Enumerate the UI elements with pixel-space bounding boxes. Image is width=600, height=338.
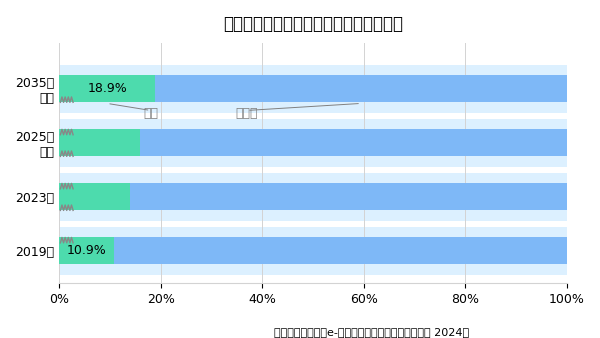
Text: 富士経済「通販・e-コマースビジネスの実態と今後 2024」: 富士経済「通販・e-コマースビジネスの実態と今後 2024」 [274,327,470,337]
Bar [115,237,567,264]
Text: 18.9%: 18.9% [87,82,127,95]
Bar [59,129,140,156]
Bar [59,184,130,211]
Bar [59,227,567,275]
Bar [59,65,567,113]
Text: その他: その他 [236,107,259,120]
Bar [59,237,115,264]
Bar [59,119,567,167]
Bar [140,129,567,156]
Text: 10.9%: 10.9% [67,244,107,258]
Bar [59,75,155,102]
Bar [59,173,567,221]
Bar [130,184,567,211]
Text: ＥＣ: ＥＣ [143,107,158,120]
Bar [155,75,567,102]
Title: 対象９分野の物販市場におけるＥＣ化率: 対象９分野の物販市場におけるＥＣ化率 [223,15,403,33]
